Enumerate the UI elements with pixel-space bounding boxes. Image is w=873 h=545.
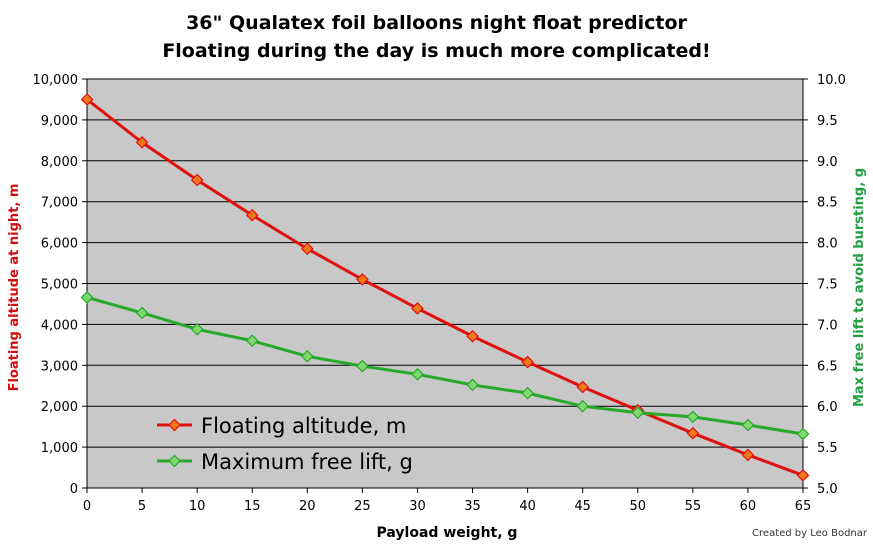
x-tick-label: 55: [685, 499, 702, 514]
series-2-point: [135, 306, 149, 320]
series-1-point: [80, 93, 94, 106]
series-1-point: [300, 242, 314, 256]
y-right-tick-label: 6.5: [817, 359, 838, 374]
legend-marker-2: [168, 454, 181, 468]
series-2-point: [466, 378, 479, 392]
y-left-tick-label: 8,000: [41, 155, 78, 170]
y-right-axis-label: Max free lift to avoid bursting, g: [852, 168, 867, 407]
series-1-point: [245, 208, 259, 222]
series-2-point: [356, 359, 369, 373]
y-right-tick-label: 10.0: [817, 73, 846, 88]
series-1-point: [521, 355, 534, 369]
y-left-tick-label: 6,000: [41, 237, 78, 252]
x-tick-label: 15: [244, 499, 261, 514]
x-tick-label: 20: [299, 499, 316, 514]
x-tick-label: 25: [354, 499, 371, 514]
x-tick-label: 45: [574, 499, 591, 514]
x-tick-label: 0: [83, 499, 91, 514]
y-right-tick-label: 7.0: [817, 318, 838, 333]
y-right-tick-label: 9.5: [817, 114, 838, 129]
y-left-tick-label: 0: [70, 482, 78, 497]
x-tick-label: 10: [189, 499, 206, 514]
x-tick-label: 35: [464, 499, 481, 514]
x-tick-label: 30: [409, 499, 426, 514]
y-left-tick-label: 3,000: [41, 359, 78, 374]
credit-text: Created by Leo Bodnar: [752, 528, 867, 539]
legend-marker-1: [168, 418, 181, 432]
y-right-tick-label: 9.0: [817, 155, 838, 170]
x-tick-label: 60: [740, 499, 757, 514]
y-left-tick-label: 5,000: [41, 278, 78, 293]
series-2-point: [521, 386, 534, 400]
y-right-tick-label: 5.0: [817, 482, 838, 497]
y-left-tick-label: 10,000: [33, 73, 79, 88]
series-1-point: [135, 136, 149, 149]
series-2-point: [576, 399, 590, 413]
chart-title: 36" Qualatex foil balloons night float p…: [186, 12, 687, 34]
x-axis-label: Payload weight, g: [377, 525, 518, 541]
series-2-point: [300, 349, 314, 363]
series-2-point: [245, 334, 259, 348]
y-left-tick-label: 4,000: [41, 318, 78, 333]
series-1-point: [356, 273, 369, 286]
series-2-point: [80, 291, 94, 304]
legend-label-1: Floating altitude, m: [201, 414, 406, 438]
series-1-point: [686, 426, 700, 440]
chart-subtitle: Floating during the day is much more com…: [162, 40, 711, 62]
series-2-point: [190, 322, 204, 336]
y-left-tick-label: 2,000: [41, 400, 78, 415]
series-2-point: [796, 427, 810, 441]
series-1-point: [190, 173, 204, 187]
y-right-tick-label: 6.0: [817, 400, 838, 415]
y-left-tick-label: 9,000: [41, 114, 78, 129]
series-line-1: [86, 98, 804, 477]
x-tick-label: 65: [795, 499, 812, 514]
series-1-point: [411, 302, 424, 315]
x-tick-label: 40: [519, 499, 536, 514]
series-2-point: [686, 410, 700, 424]
y-right-tick-label: 8.5: [817, 196, 838, 211]
series-1-point: [741, 448, 755, 462]
series-1-point: [576, 380, 590, 394]
series-1-point: [796, 468, 810, 482]
x-tick-label: 5: [138, 499, 146, 514]
y-right-tick-label: 5.5: [817, 441, 838, 456]
y-left-tick-label: 1,000: [41, 441, 78, 456]
series-1-point: [466, 329, 479, 343]
y-right-tick-label: 8.0: [817, 237, 838, 252]
y-left-tick-label: 7,000: [41, 196, 78, 211]
series-2-point: [411, 367, 424, 381]
x-tick-label: 50: [629, 499, 646, 514]
legend-label-2: Maximum free lift, g: [201, 450, 413, 474]
series-line-2: [86, 295, 804, 436]
series-2-point: [741, 418, 755, 432]
y-right-tick-label: 7.5: [817, 278, 838, 293]
y-left-axis-label: Floating altitude at night, m: [7, 184, 22, 392]
series-2-point: [631, 406, 645, 420]
